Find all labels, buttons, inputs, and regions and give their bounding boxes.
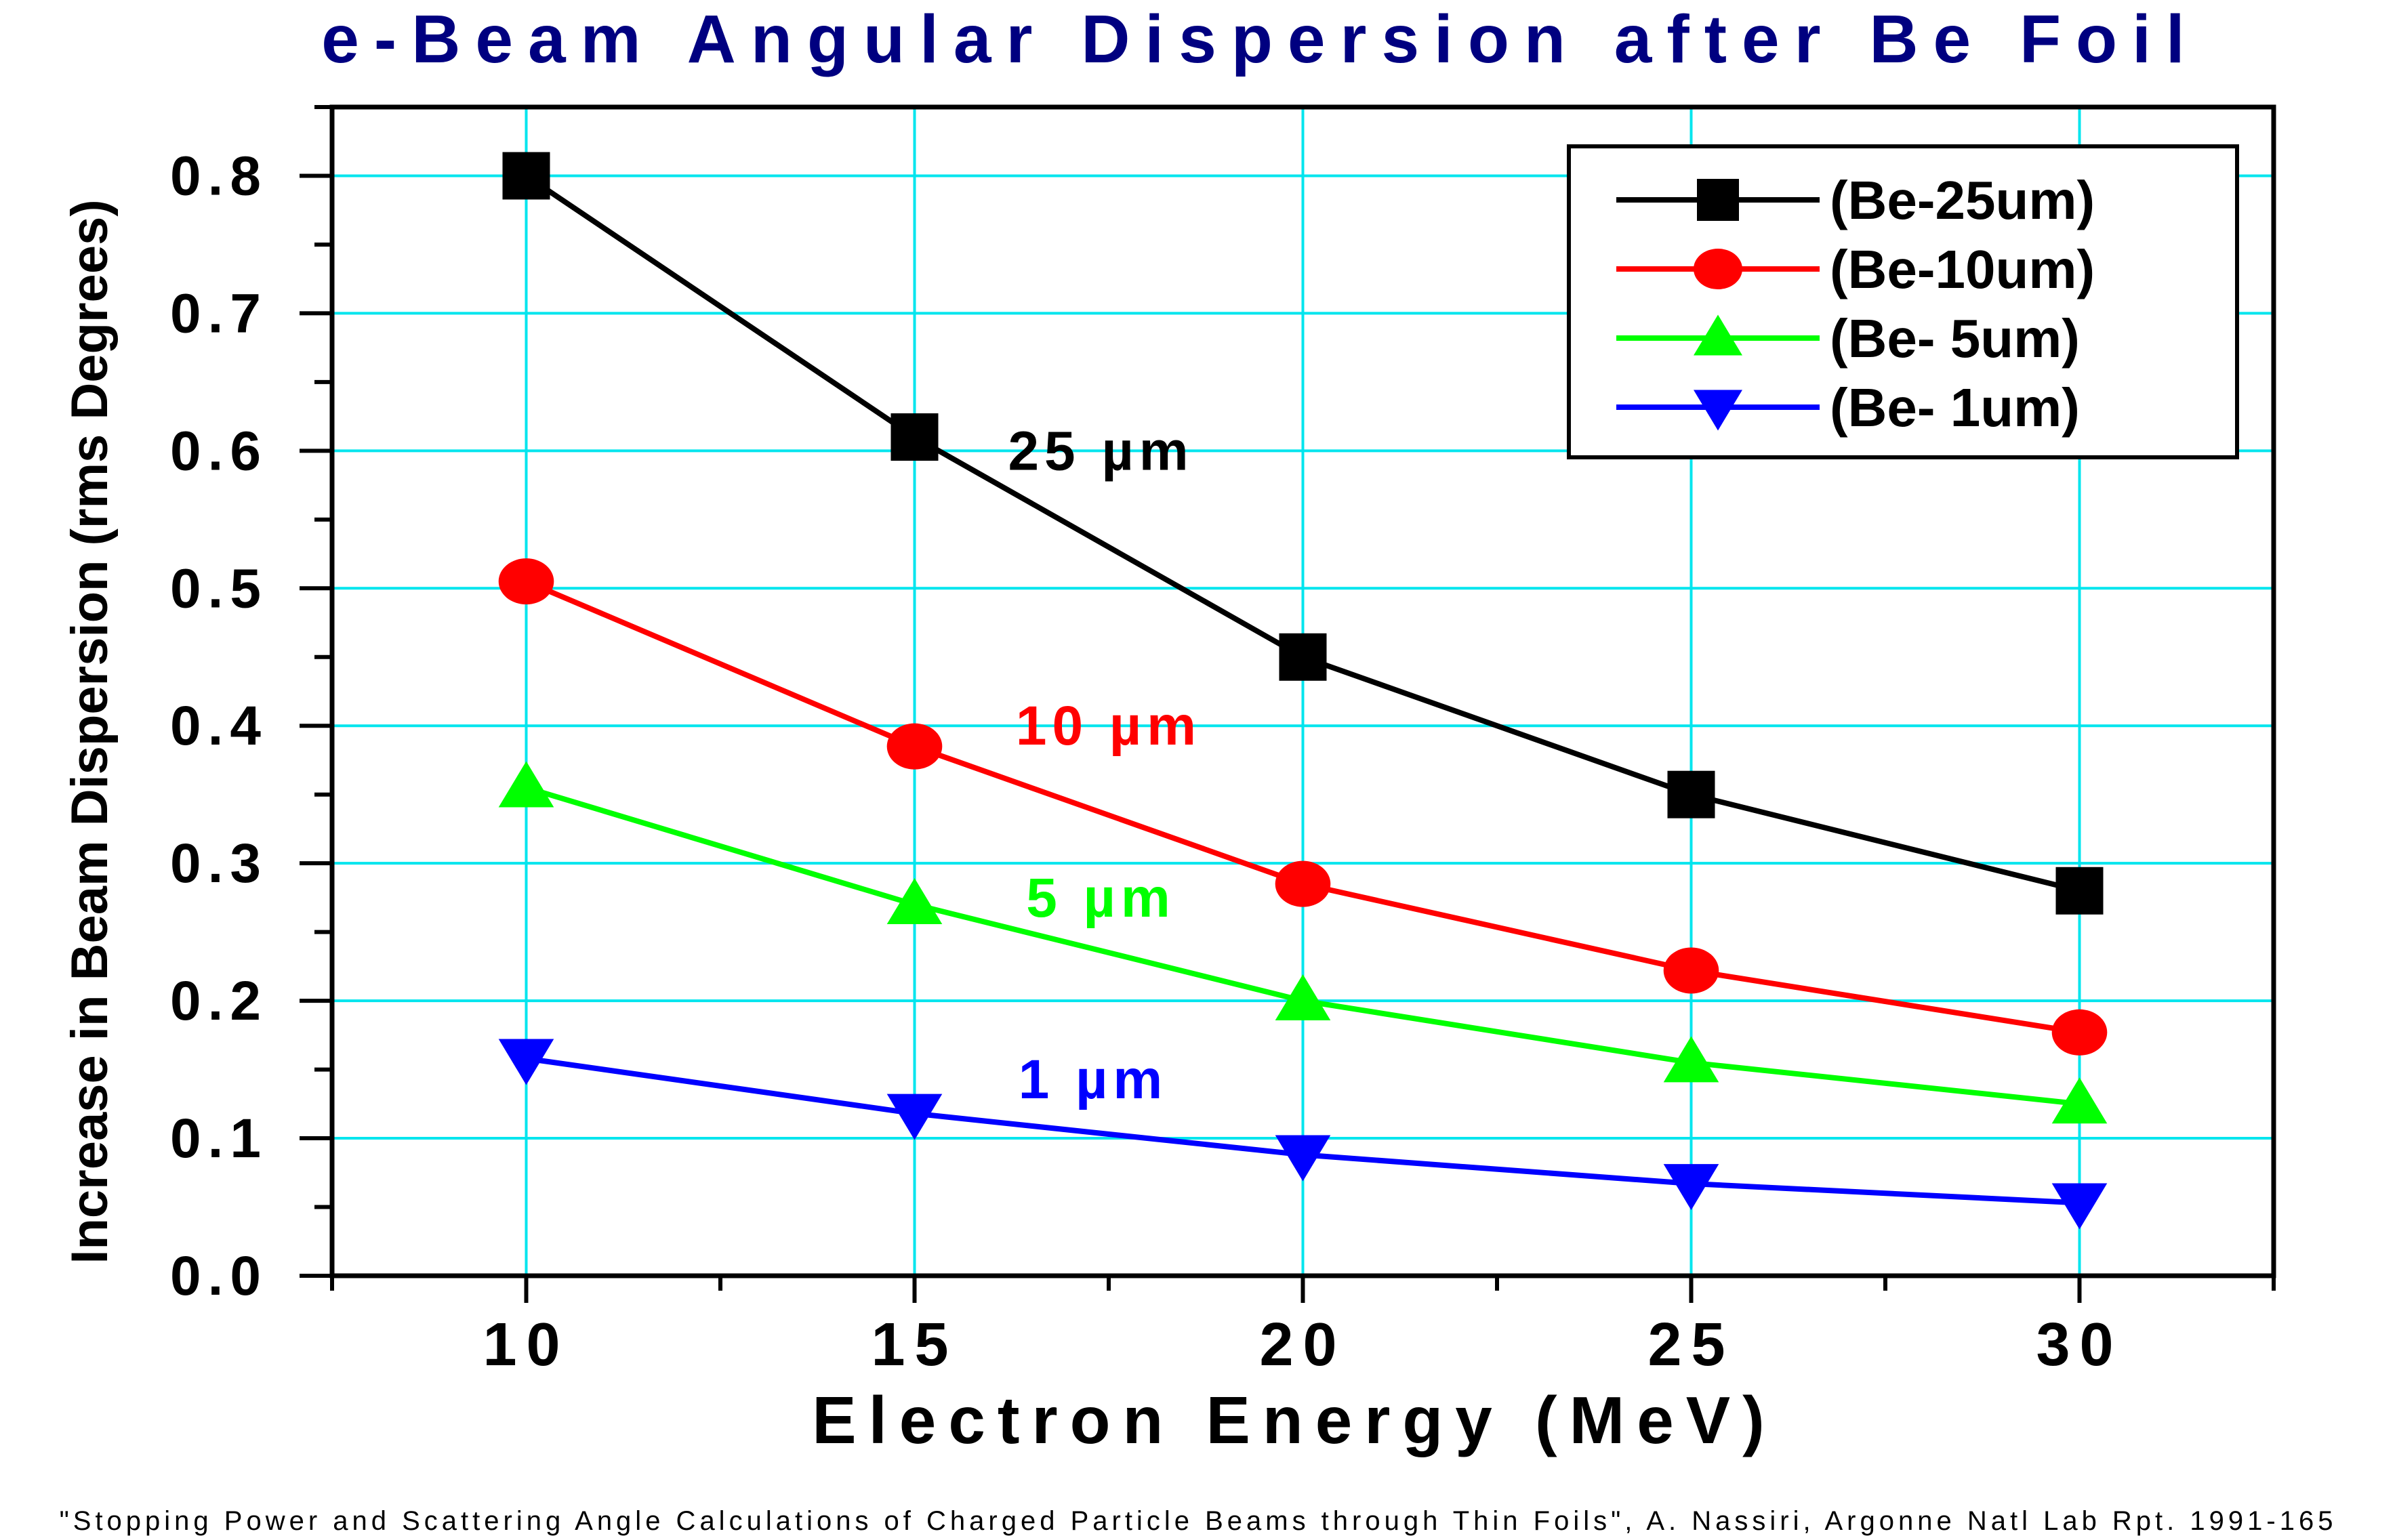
series-layer [498,152,2108,1230]
series-0 [502,152,2104,915]
data-point [2051,1009,2108,1056]
data-point [886,723,943,770]
y-tick-label: 0.0 [170,1245,268,1307]
series-1 [498,558,2108,1056]
x-ticks: 10 15 20 25 30 [330,1276,2276,1379]
x-tick-label: 10 [483,1311,569,1379]
data-point [1694,249,1742,289]
data-point [498,761,554,808]
legend-entry: (Be- 1um) [1616,377,2080,438]
data-point [1663,1164,1719,1211]
y-tick-label: 0.3 [170,833,268,894]
legend-label: (Be- 1um) [1830,377,2080,438]
y-tick-label: 0.7 [170,283,268,344]
x-tick-label: 20 [1259,1311,1346,1379]
y-tick-label: 0.1 [170,1108,268,1169]
chart-title: e-Beam Angular Dispersion after Be Foil [321,1,2199,77]
data-point [1694,314,1742,356]
data-point [2051,1183,2108,1230]
y-ticks: 0.0 0.1 0.2 0.3 0.4 0.5 0.6 0.7 0.8 [170,105,332,1307]
data-point [498,558,554,605]
series-annotation: 1 µm [1019,1049,1168,1110]
data-point [1275,860,1331,907]
data-point [1275,974,1331,1021]
data-point [1694,390,1742,431]
series-annotation: 5 µm [1026,867,1176,929]
y-tick-label: 0.2 [170,970,268,1032]
y-axis-label: Increase in Beam Dispersion (rms Degrees… [61,199,119,1264]
y-tick-label: 0.6 [170,420,268,482]
legend-label: (Be- 5um) [1830,308,2080,369]
y-tick-label: 0.8 [170,145,268,207]
legend-entry: (Be-25um) [1616,170,2095,230]
legend-label: (Be-25um) [1830,170,2095,230]
x-tick-label: 30 [2036,1311,2123,1379]
series-annotation: 25 µm [1008,420,1193,482]
series-3 [498,1039,2108,1230]
series-2 [498,761,2108,1124]
data-point [1697,179,1739,221]
data-point [2055,867,2104,915]
data-point [1275,1135,1331,1182]
y-tick-label: 0.4 [170,695,268,757]
legend: (Be-25um) (Be-10um) (Be- 5um) (Be- 1um) [1567,144,2239,459]
x-tick-label: 25 [1647,1311,1734,1379]
data-point [1663,1036,1719,1083]
citation: "Stopping Power and Scattering Angle Cal… [60,1506,2337,1536]
series-annotation: 10 µm [1016,695,1202,757]
data-point [886,1094,943,1140]
x-axis-label: Electron Energy (MeV) [812,1383,1777,1457]
data-point [1279,633,1327,681]
legend-label: (Be-10um) [1830,239,2095,299]
data-point [1667,770,1715,818]
data-point [502,152,550,200]
data-point [1663,947,1719,994]
data-point [890,413,939,461]
y-tick-label: 0.5 [170,558,268,619]
data-point [2051,1077,2108,1124]
data-point [886,877,943,924]
legend-entry: (Be-10um) [1616,239,2095,299]
data-point [498,1039,554,1085]
legend-entry: (Be- 5um) [1616,308,2080,369]
annotations: 25 µm 10 µm 5 µm 1 µm [1008,420,1202,1110]
x-tick-label: 15 [871,1311,958,1379]
